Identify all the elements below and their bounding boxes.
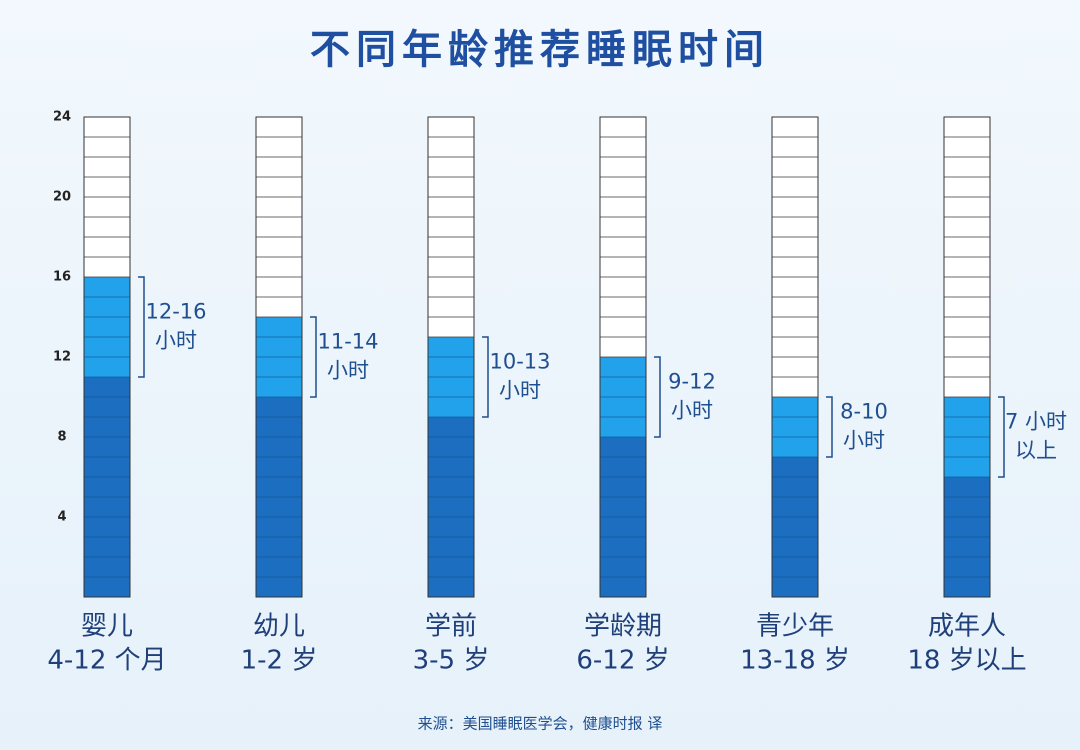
column-border — [427, 116, 475, 598]
column-border — [599, 116, 647, 598]
column-border — [771, 116, 819, 598]
x-tick-label: 幼儿 — [253, 612, 305, 642]
bar-segment — [84, 277, 130, 377]
range-label: 小时 — [327, 359, 369, 383]
bar-segment — [428, 417, 474, 597]
x-tick-sublabel: 3-5 岁 — [413, 646, 490, 676]
x-tick-sublabel: 1-2 岁 — [241, 646, 318, 676]
range-bracket — [138, 276, 145, 378]
y-tick-label: 24 — [53, 110, 71, 125]
x-tick-label: 学龄期 — [584, 612, 662, 642]
chart-title: 不同年龄推荐睡眠时间 — [310, 27, 770, 73]
column-border — [255, 116, 303, 598]
range-label: 9-12 — [668, 370, 716, 394]
range-bracket — [310, 316, 317, 398]
range-bracket — [654, 356, 661, 438]
y-tick-label: 12 — [53, 350, 71, 365]
x-tick-label: 成年人 — [928, 612, 1006, 642]
range-label: 8-10 — [840, 400, 888, 424]
y-tick-label: 8 — [57, 430, 66, 445]
range-label: 以上 — [1015, 439, 1057, 463]
range-label: 小时 — [671, 399, 713, 423]
y-tick-label: 20 — [53, 190, 71, 205]
column-border — [83, 116, 131, 598]
y-tick-label: 4 — [57, 510, 66, 525]
range-label: 小时 — [155, 329, 197, 353]
range-label: 7 小时 — [1005, 410, 1067, 434]
bar-segment — [772, 457, 818, 597]
range-label: 10-13 — [489, 350, 550, 374]
y-tick-label: 16 — [53, 270, 71, 285]
bar-segment — [84, 377, 130, 597]
x-tick-sublabel: 6-12 岁 — [576, 646, 669, 676]
x-tick-sublabel: 18 岁以上 — [907, 646, 1026, 676]
range-label: 小时 — [499, 379, 541, 403]
x-tick-sublabel: 4-12 个月 — [47, 646, 166, 676]
range-label: 11-14 — [317, 330, 378, 354]
x-tick-label: 青少年 — [756, 612, 834, 642]
range-bracket — [826, 396, 833, 458]
range-bracket — [482, 336, 489, 418]
x-tick-label: 婴儿 — [81, 612, 133, 642]
range-bracket — [998, 396, 1005, 478]
bar-segment — [772, 397, 818, 457]
range-label: 12-16 — [145, 300, 206, 324]
column-border — [943, 116, 991, 598]
x-tick-sublabel: 13-18 岁 — [740, 646, 850, 676]
range-label: 小时 — [843, 429, 885, 453]
source: 来源：美国睡眠医学会，健康时报 译 — [418, 715, 663, 733]
x-tick-label: 学前 — [425, 612, 477, 642]
